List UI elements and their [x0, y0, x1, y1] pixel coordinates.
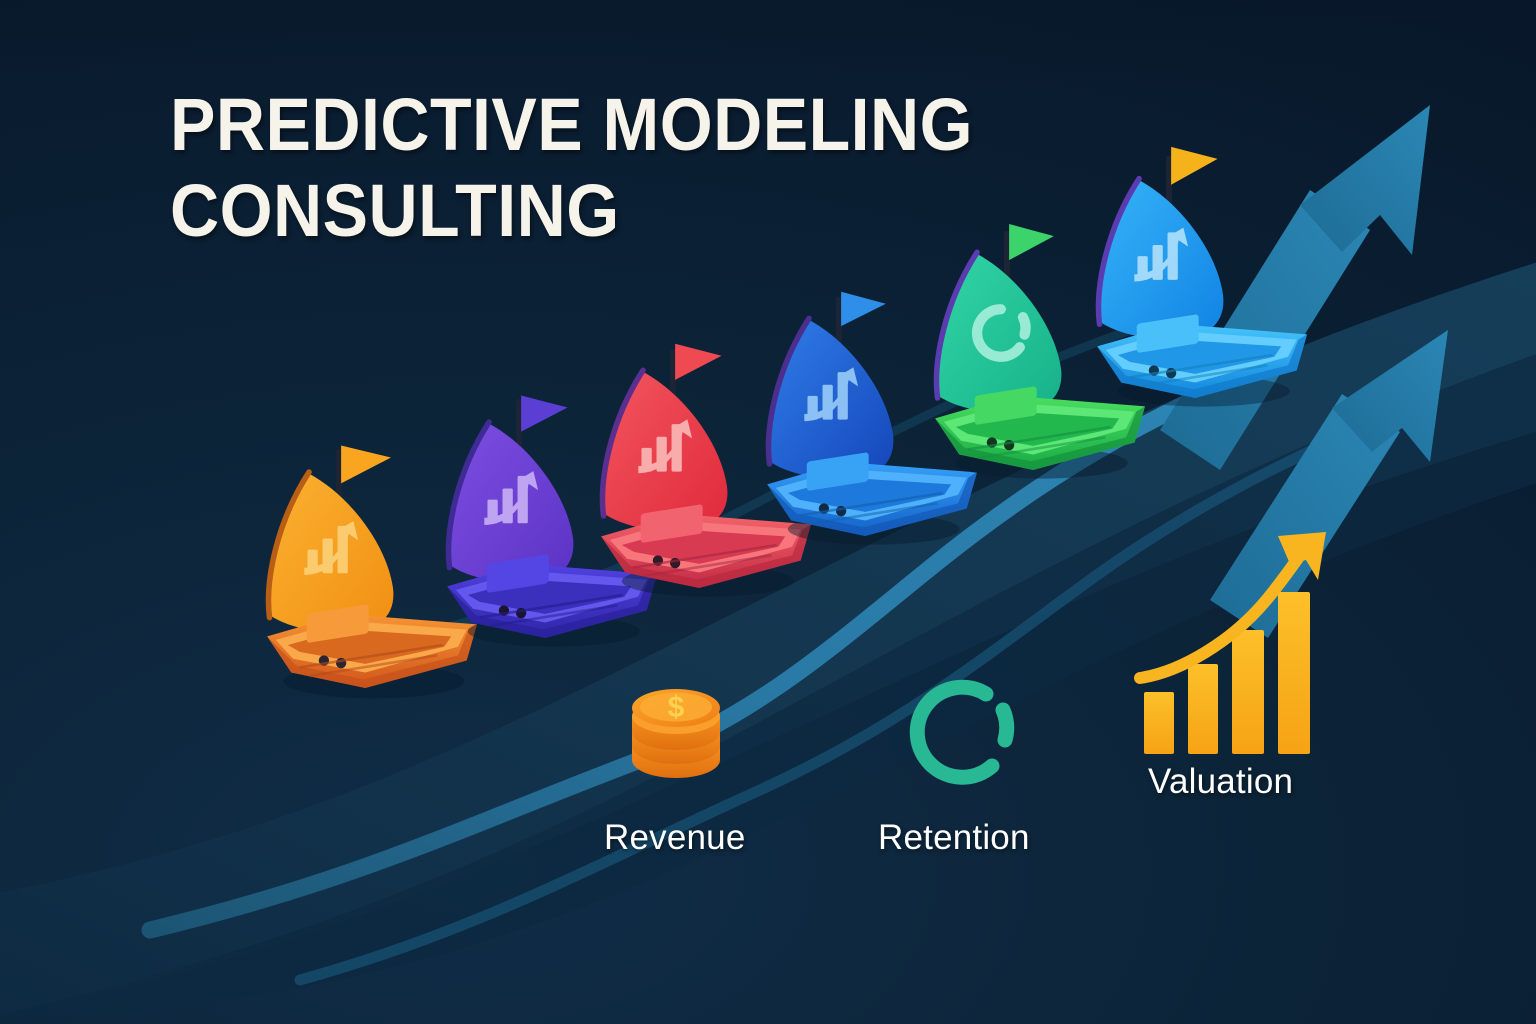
hull: [267, 604, 477, 688]
sea-band-secondary: [0, 354, 1536, 1023]
flag: [341, 445, 391, 484]
kpi-label-revenue: Revenue: [604, 818, 746, 857]
growth-arrow-lower: [1210, 330, 1448, 638]
valuation-bar-2: [1188, 664, 1218, 754]
hull: [601, 504, 811, 588]
hull: [767, 452, 977, 536]
bar-chart-arrow-icon: [1134, 532, 1326, 754]
sea-band: [0, 262, 1536, 1017]
wave-line-main: [141, 361, 1269, 939]
hull: [447, 554, 657, 638]
page-title: PREDICTIVE MODELING CONSULTING: [170, 83, 974, 252]
donut-ring-icon: [909, 679, 1015, 785]
flag: [1171, 146, 1218, 185]
ship-green: [935, 224, 1145, 479]
flag: [521, 395, 568, 432]
coin-stack-icon: $: [632, 689, 720, 778]
kpi-label-retention: Retention: [878, 818, 1030, 857]
ship-blue: [767, 291, 977, 545]
dollar-symbol: $: [668, 691, 685, 724]
valuation-bar-4: [1278, 592, 1310, 754]
hull: [1097, 314, 1307, 398]
ship-lightblue: [1097, 146, 1307, 407]
ship-purple: [447, 395, 657, 647]
flag: [675, 343, 722, 380]
ship-orange: [267, 445, 477, 699]
ship-red: [601, 343, 811, 597]
flag: [841, 291, 886, 327]
valuation-bar-1: [1144, 692, 1174, 754]
flag: [1009, 224, 1054, 261]
hull: [935, 386, 1145, 470]
valuation-bar-3: [1232, 630, 1264, 754]
kpi-label-valuation: Valuation: [1148, 762, 1294, 801]
wave-line-secondary: [294, 399, 1426, 986]
